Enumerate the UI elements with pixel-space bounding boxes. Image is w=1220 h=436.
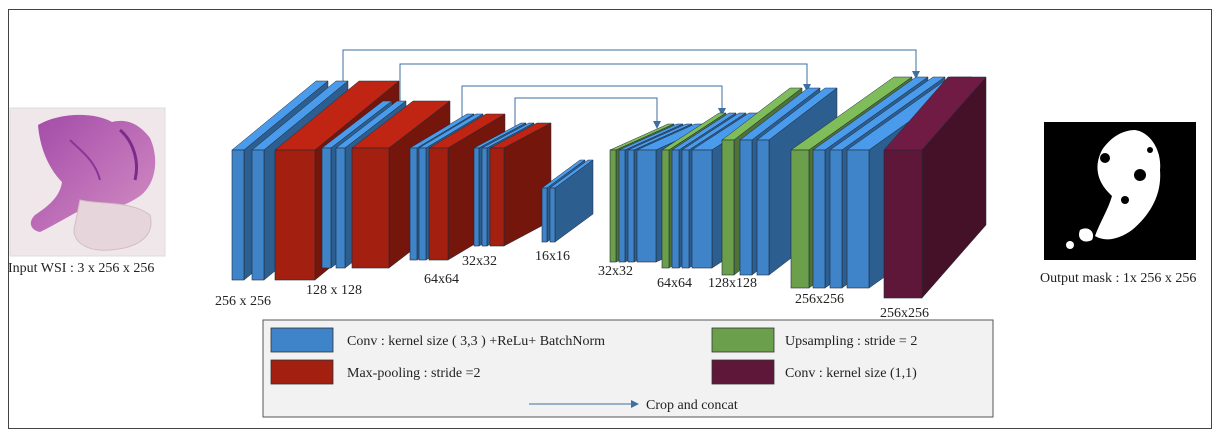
layer-slab-maxpool [489,147,505,247]
layer-slab-upsampling [609,149,617,263]
layer-slab-conv [627,149,635,263]
layer-slab-conv [636,149,657,263]
layer-slab-maxpool [351,147,390,269]
legend: Conv : kernel size ( 3,3 ) +ReLu+ BatchN… [262,319,994,418]
legend-box [262,319,994,418]
layer-slab-conv [231,149,245,281]
legend-label-upsampling: Upsampling : stride = 2 [785,334,917,349]
legend-label-conv1x1: Conv : kernel size (1,1) [785,366,917,381]
output-label: Output mask : 1x 256 x 256 [1040,271,1196,286]
stage-label-enc3: 64x64 [424,272,459,287]
layer-slab-conv [739,139,753,276]
stage-label-dec2: 128x128 [708,276,757,291]
legend-label-crop-concat: Crop and concat [646,398,738,413]
layer-slab-conv [409,147,418,261]
legend-swatch-conv [270,327,334,353]
layer-slab-upsampling [721,139,735,276]
layer-slab-conv [691,149,713,269]
layer-slab-conv [481,147,488,247]
layer-slab-conv [671,149,680,269]
stage-label-enc4: 32x32 [462,254,497,269]
layer-slab-upsampling [790,149,810,289]
skip-connection-arrow [461,85,726,142]
layer-slab-maxpool [428,147,449,261]
input-label: Input WSI : 3 x 256 x 256 [8,261,154,276]
layer-slab-conv [549,187,556,243]
stage-label-final: 256x256 [880,306,929,321]
layer-slab-conv [541,187,548,243]
legend-swatch-upsampling [711,327,775,353]
layer-slab-upsampling [661,149,670,269]
layer-slab-conv [321,147,332,269]
stage-label-dec4: 32x32 [598,264,633,279]
skip-connection-arrow [342,49,920,105]
layer-slab-conv [846,149,870,289]
layer-slab-conv [473,147,480,247]
layer-slab-conv [618,149,626,263]
skip-connection-arrow [399,63,811,118]
layer-slab-conv [812,149,826,289]
layer-slab-conv [251,149,265,281]
layer-slab-conv [829,149,843,289]
layer-slab-conv [756,139,770,276]
output-mask-image [1044,122,1196,260]
legend-swatch-conv1x1 [711,359,775,385]
layer-stack [231,76,987,299]
layer-slab-maxpool [274,149,316,281]
layer-slab-conv1x1 [883,149,923,299]
legend-label-conv: Conv : kernel size ( 3,3 ) +ReLu+ BatchN… [347,334,605,349]
stage-label-enc2: 128 x 128 [306,283,362,298]
input-wsi-image [9,107,166,257]
layer-slab-conv [418,147,427,261]
stage-label-dec1: 256x256 [795,292,844,307]
legend-swatch-maxpool [270,359,334,385]
legend-label-maxpool: Max-pooling : stride =2 [347,366,481,381]
stage-label-bottleneck: 16x16 [535,249,570,264]
layer-slab-conv [335,147,346,269]
stage-label-dec3: 64x64 [657,276,692,291]
stage-label-enc1: 256 x 256 [215,294,271,309]
layer-slab-conv [681,149,690,269]
